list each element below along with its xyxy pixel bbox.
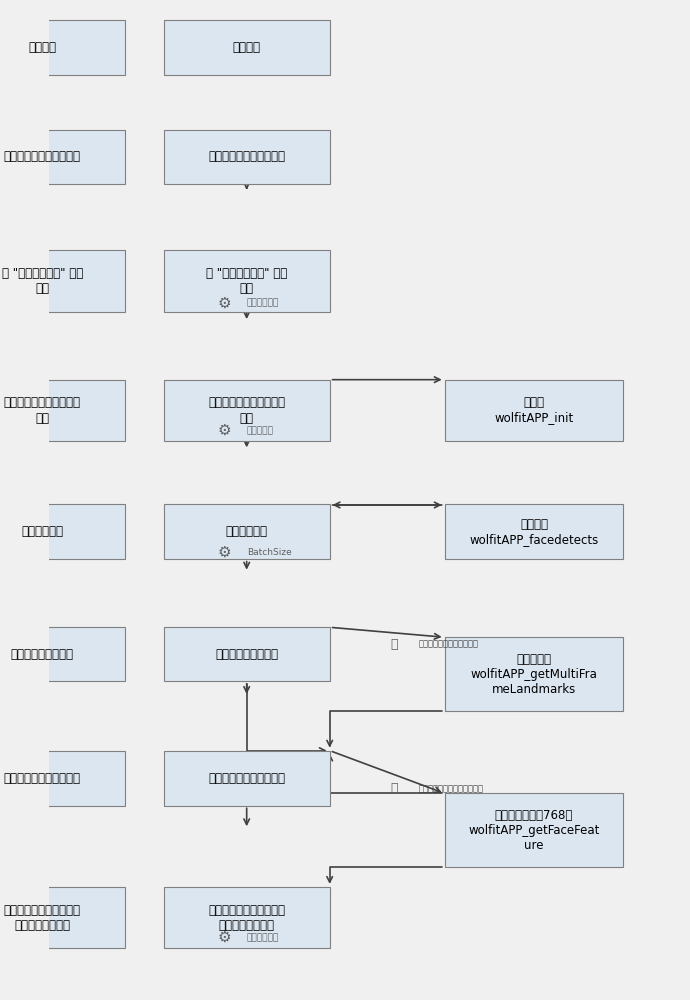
FancyBboxPatch shape [444, 637, 623, 711]
FancyBboxPatch shape [0, 751, 126, 806]
Text: 入库：特征码、图片、脸
位置、时间、来源: 入库：特征码、图片、脸 位置、时间、来源 [4, 904, 81, 932]
FancyBboxPatch shape [164, 130, 330, 184]
FancyBboxPatch shape [164, 751, 330, 806]
FancyBboxPatch shape [0, 627, 126, 681]
Text: 可框人脸数: 可框人脸数 [247, 426, 273, 435]
Text: ⚙: ⚙ [218, 545, 232, 560]
FancyBboxPatch shape [164, 380, 330, 441]
FancyBboxPatch shape [0, 20, 126, 75]
FancyBboxPatch shape [164, 887, 330, 948]
Text: 依特征点批量获取特征码: 依特征点批量获取特征码 [4, 772, 81, 785]
FancyBboxPatch shape [0, 887, 126, 948]
Text: 分批获取人脸特征点: 分批获取人脸特征点 [11, 648, 74, 661]
Text: 以 "源类型：尺寸" 执行
缩放: 以 "源类型：尺寸" 执行 缩放 [206, 267, 287, 295]
Text: 注意人脸特征码版本的扩展性: 注意人脸特征码版本的扩展性 [419, 784, 484, 793]
Text: 源类型：尺寸: 源类型：尺寸 [247, 299, 279, 308]
Text: 🗒: 🗒 [391, 638, 398, 651]
Text: 读取原始图片到内存矩阵: 读取原始图片到内存矩阵 [4, 150, 81, 163]
FancyBboxPatch shape [0, 250, 126, 312]
FancyBboxPatch shape [164, 627, 330, 681]
FancyBboxPatch shape [444, 504, 623, 559]
Text: 以 "源类型：尺寸" 执行
缩放: 以 "源类型：尺寸" 执行 缩放 [2, 267, 83, 295]
Text: 分批获取人脸特征点: 分批获取人脸特征点 [215, 648, 278, 661]
Text: 依特征点批量获取特征码: 依特征点批量获取特征码 [208, 772, 285, 785]
Text: ⚙: ⚙ [218, 423, 232, 438]
Text: 入库：特征码、图片、脸
位置、时间、来源: 入库：特征码、图片、脸 位置、时间、来源 [208, 904, 285, 932]
FancyBboxPatch shape [0, 380, 126, 441]
Text: ⚙: ⚙ [218, 296, 232, 311]
Text: ⚙: ⚙ [218, 930, 232, 945]
Text: 🗒: 🗒 [391, 782, 398, 795]
Text: 建库流程: 建库流程 [28, 41, 57, 54]
Text: 检测特征点
wolfitAPP_getMultiFra
meLandmarks: 检测特征点 wolfitAPP_getMultiFra meLandmarks [471, 653, 598, 696]
Text: 读取原始图片到内存矩阵: 读取原始图片到内存矩阵 [208, 150, 285, 163]
FancyBboxPatch shape [444, 380, 623, 441]
Text: 存储原图片？: 存储原图片？ [247, 933, 279, 942]
Text: 组建处理批次: 组建处理批次 [226, 525, 268, 538]
Text: 获取特征码（宽768）
wolfitAPP_getFaceFeat
ure: 获取特征码（宽768） wolfitAPP_getFaceFeat ure [469, 809, 600, 852]
FancyBboxPatch shape [0, 504, 126, 559]
Text: 初始化
wolfitAPP_init: 初始化 wolfitAPP_init [494, 396, 573, 424]
FancyBboxPatch shape [444, 793, 623, 867]
FancyBboxPatch shape [0, 130, 126, 184]
FancyBboxPatch shape [164, 250, 330, 312]
Text: 检测人脸
wolfitAPP_facedetects: 检测人脸 wolfitAPP_facedetects [469, 518, 599, 546]
Text: 从图片中读取人脸形状的
数组: 从图片中读取人脸形状的 数组 [208, 396, 285, 424]
Text: 从图片中读取人脸形状的
数组: 从图片中读取人脸形状的 数组 [4, 396, 81, 424]
FancyBboxPatch shape [164, 20, 330, 75]
FancyBboxPatch shape [164, 504, 330, 559]
Text: BatchSize: BatchSize [247, 548, 291, 557]
Text: 组建处理批次: 组建处理批次 [21, 525, 63, 538]
Text: 人脸形状的数组是结果基准: 人脸形状的数组是结果基准 [419, 640, 479, 649]
Text: 建库流程: 建库流程 [233, 41, 261, 54]
